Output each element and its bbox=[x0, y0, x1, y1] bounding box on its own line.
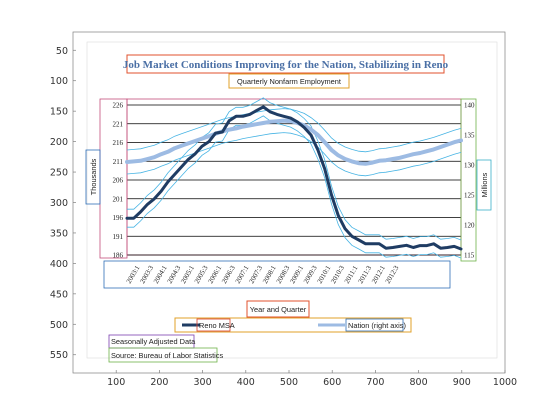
left-tick-label: 216 bbox=[113, 139, 124, 147]
legend-nation-label: Nation (right axis) bbox=[348, 321, 406, 330]
left-tick-label: 211 bbox=[113, 158, 124, 166]
outer-y-tick-label: 150 bbox=[50, 107, 68, 118]
right-tick-label: 125 bbox=[464, 192, 475, 200]
outer-y-tick-label: 450 bbox=[50, 289, 68, 300]
ylabel-right-box bbox=[476, 159, 492, 211]
ylabel-left: Thousands bbox=[89, 158, 98, 195]
embedded-figure-frame bbox=[86, 41, 498, 359]
right-tick-label: 115 bbox=[464, 252, 475, 260]
outer-x-tick-label: 100 bbox=[107, 377, 125, 388]
outer-y-tick-label: 200 bbox=[50, 137, 68, 148]
legend-nation-label-box bbox=[345, 318, 404, 332]
subtitle-box bbox=[228, 73, 350, 89]
outer-x-tick-label: 900 bbox=[453, 377, 471, 388]
outer-y-tick-label: 250 bbox=[50, 168, 68, 179]
outer-x-tick-label: 1000 bbox=[493, 377, 517, 388]
outer-y-tick-label: 550 bbox=[50, 350, 68, 361]
note-source-box bbox=[108, 347, 218, 363]
left-tick-label: 206 bbox=[113, 177, 124, 185]
legend-box bbox=[174, 317, 412, 333]
left-tick-label: 201 bbox=[113, 195, 124, 203]
right-tick-label: 130 bbox=[464, 162, 475, 170]
band-reno-lower bbox=[127, 115, 462, 259]
left-tick-label: 191 bbox=[113, 233, 124, 241]
chart-subtitle: Quarterly Nonfarm Employment bbox=[237, 77, 341, 86]
outer-y-tick-label: 350 bbox=[50, 228, 68, 239]
band-nation-upper bbox=[126, 108, 462, 153]
xlabel-box bbox=[246, 300, 310, 318]
series-lines bbox=[125, 105, 463, 251]
outer-x-tick-label: 300 bbox=[194, 377, 212, 388]
series-line-nation bbox=[125, 118, 463, 166]
right-tick-label: 120 bbox=[464, 222, 475, 230]
left-axis-ticks: 186 191 196 201 206 211 216 221 226 bbox=[113, 102, 124, 260]
outer-y-tick-label: 100 bbox=[50, 76, 68, 87]
right-axis-ticks: 115 120 125 130 135 140 bbox=[464, 102, 475, 260]
chart-title: Job Market Conditions Improving for the … bbox=[123, 59, 449, 71]
right-tick-label: 140 bbox=[464, 102, 475, 110]
outer-y-tick-label: 400 bbox=[50, 259, 68, 270]
left-tick-label: 186 bbox=[113, 252, 124, 260]
outer-x-tick-label: 600 bbox=[323, 377, 341, 388]
outer-y-tick-label: 50 bbox=[56, 46, 68, 57]
ylabel-right: Millions bbox=[480, 172, 489, 197]
outer-y-tick-label: 500 bbox=[50, 320, 68, 331]
legend-reno-label: Reno MSA bbox=[199, 321, 235, 330]
outer-x-tick-label: 200 bbox=[150, 377, 168, 388]
note-source: Source: Bureau of Labor Statistics bbox=[111, 351, 223, 360]
series-line-reno bbox=[125, 105, 463, 251]
outer-x-tick-label: 500 bbox=[280, 377, 298, 388]
outer-x-tick-label: 800 bbox=[410, 377, 428, 388]
outer-axis-ticks: 100 200 300 400 500 600 700 800 900 1000 50 100 150 2… bbox=[50, 46, 517, 388]
outer-x-tick-label: 700 bbox=[366, 377, 384, 388]
band-reno-upper bbox=[127, 97, 462, 241]
left-tick-label: 221 bbox=[113, 120, 124, 128]
left-tick-label: 226 bbox=[113, 102, 124, 110]
band-nation-lower bbox=[126, 132, 462, 177]
quarter-labels-box bbox=[103, 260, 451, 289]
ylabel-left-box bbox=[85, 149, 101, 205]
right-tick-label: 135 bbox=[464, 132, 475, 140]
grid-lines bbox=[127, 104, 461, 256]
outer-y-tick-label: 300 bbox=[50, 198, 68, 209]
xlabel: Year and Quarter bbox=[250, 305, 307, 314]
outer-x-tick-label: 400 bbox=[237, 377, 255, 388]
note-seasonal: Seasonally Adjusted Data bbox=[111, 337, 196, 346]
legend-reno-label-box bbox=[196, 318, 231, 332]
left-tick-label: 196 bbox=[113, 214, 124, 222]
right-ticks-box bbox=[460, 98, 477, 262]
band-lines bbox=[126, 97, 462, 259]
title-box bbox=[126, 54, 445, 74]
